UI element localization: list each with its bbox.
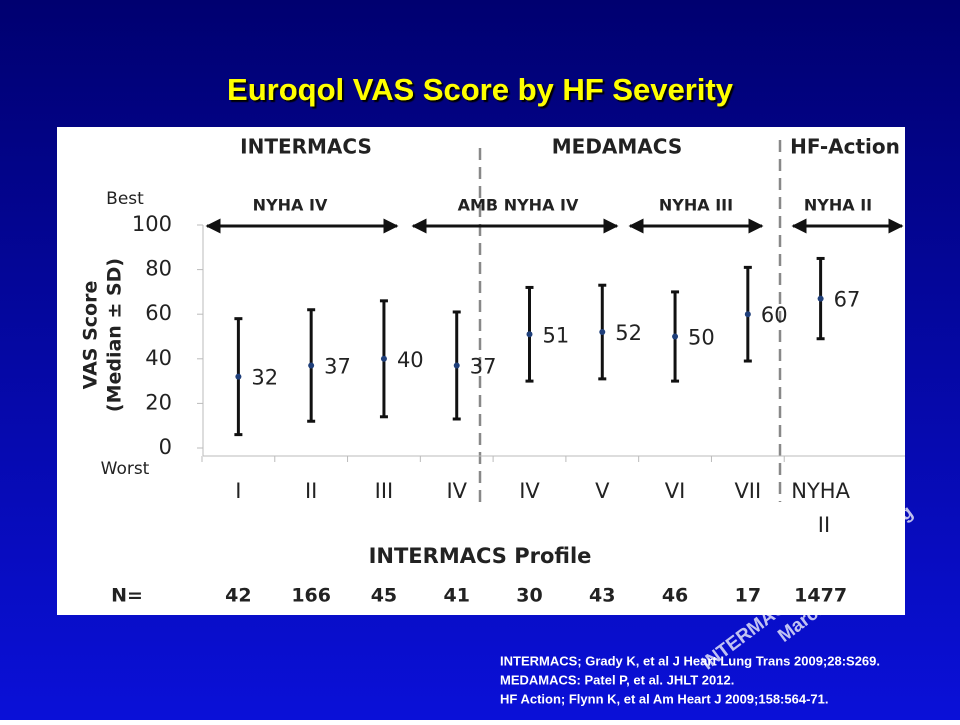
median-point bbox=[380, 355, 387, 362]
n-count: 1477 bbox=[794, 585, 847, 607]
n-count: 45 bbox=[371, 585, 397, 607]
x-tick-label: I bbox=[235, 479, 241, 503]
reference: MEDAMACS: Patel P, et al. JHLT 2012. bbox=[500, 672, 734, 687]
worst-label: Worst bbox=[101, 459, 150, 479]
y-tick-label: 100 bbox=[132, 212, 172, 236]
median-point bbox=[453, 362, 460, 369]
y-tick-label: 20 bbox=[145, 390, 172, 414]
y-axis-title: (Median ± SD) bbox=[104, 258, 126, 412]
value-label: 37 bbox=[324, 354, 351, 378]
n-count: 41 bbox=[443, 585, 469, 607]
y-tick-label: 40 bbox=[145, 346, 172, 370]
value-label: 40 bbox=[397, 348, 424, 372]
median-point bbox=[526, 331, 533, 338]
range-label: AMB NYHA IV bbox=[458, 196, 579, 215]
value-label: 37 bbox=[470, 354, 497, 378]
value-label: 60 bbox=[761, 303, 788, 327]
y-axis-title: VAS Score bbox=[80, 281, 102, 390]
value-label: 51 bbox=[543, 323, 570, 347]
y-tick-label: 60 bbox=[145, 301, 172, 325]
n-count: 30 bbox=[516, 585, 542, 607]
median-point bbox=[672, 333, 679, 340]
n-count: 17 bbox=[735, 585, 761, 607]
x-tick-label: VII bbox=[734, 479, 761, 503]
group-label: MEDAMACS bbox=[552, 135, 682, 159]
x-tick-label: II bbox=[305, 479, 317, 503]
reference: INTERMACS; Grady K, et al J Heart Lung T… bbox=[500, 653, 880, 668]
range-label: NYHA IV bbox=[253, 196, 328, 215]
median-point bbox=[308, 362, 315, 369]
y-tick-label: 80 bbox=[145, 257, 172, 281]
x-tick-label: VI bbox=[665, 479, 686, 503]
reference: HF Action; Flynn K, et al Am Heart J 200… bbox=[500, 691, 828, 706]
x-tick-label: V bbox=[595, 479, 610, 503]
x-tick-label: III bbox=[375, 479, 394, 503]
n-count: 166 bbox=[291, 585, 331, 607]
n-count: 46 bbox=[662, 585, 688, 607]
value-label: 50 bbox=[688, 326, 715, 350]
x-tick-label: IV bbox=[519, 479, 540, 503]
x-tick-label: IV bbox=[446, 479, 467, 503]
x-axis-title: INTERMACS Profile bbox=[369, 544, 592, 568]
group-label: INTERMACS bbox=[240, 135, 372, 159]
value-label: 52 bbox=[615, 321, 642, 345]
median-point bbox=[599, 329, 606, 336]
median-point bbox=[744, 311, 751, 318]
range-label: NYHA III bbox=[659, 196, 733, 215]
value-label: 32 bbox=[251, 366, 278, 390]
n-count: 42 bbox=[225, 585, 251, 607]
group-label: HF-Action bbox=[790, 135, 900, 159]
median-point bbox=[235, 373, 242, 380]
slide-title: Euroqol VAS Score by HF Severity bbox=[227, 72, 734, 107]
y-tick-label: 0 bbox=[159, 435, 172, 459]
best-label: Best bbox=[106, 189, 144, 209]
range-label: NYHA II bbox=[804, 196, 872, 215]
x-tick-label: NYHA II bbox=[791, 479, 850, 537]
n-count: 43 bbox=[589, 585, 615, 607]
median-point bbox=[817, 295, 824, 302]
value-label: 67 bbox=[834, 288, 861, 312]
n-label: N= bbox=[111, 585, 143, 607]
